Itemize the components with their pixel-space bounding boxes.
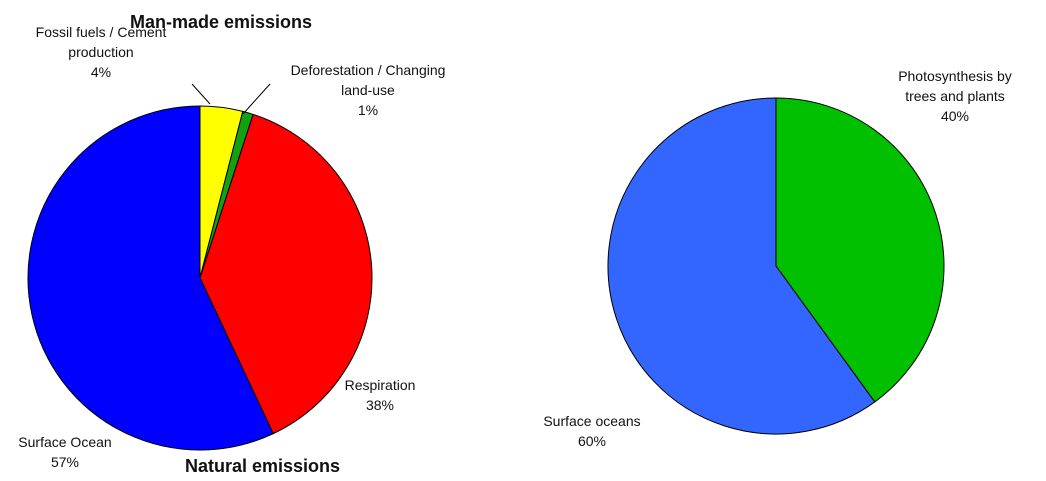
label-surface-oceans: Surface oceans 60% — [543, 413, 641, 449]
slice-photosynthesis — [775, 97, 945, 403]
label-deforestation: Deforestation / Changing land-use 1% — [290, 62, 446, 118]
label-respiration: Respiration 38% — [344, 377, 416, 413]
leader-fossil-fuels — [191, 83, 211, 105]
label-photosynthesis: Photosynthesis by trees and plants 40% — [898, 68, 1012, 124]
slice-respiration — [199, 113, 373, 435]
natural-heading: Natural emissions — [185, 456, 341, 476]
slice-surface-ocean — [27, 105, 274, 451]
label-fossil-fuels: Fossil fuels / Cement production 4% — [35, 24, 167, 80]
label-surface-ocean: Surface Ocean 57% — [18, 434, 112, 470]
leader-deforestation — [242, 83, 271, 115]
slice-surface-oceans — [607, 97, 876, 435]
man-made-heading: Man-made emissions — [130, 12, 313, 32]
